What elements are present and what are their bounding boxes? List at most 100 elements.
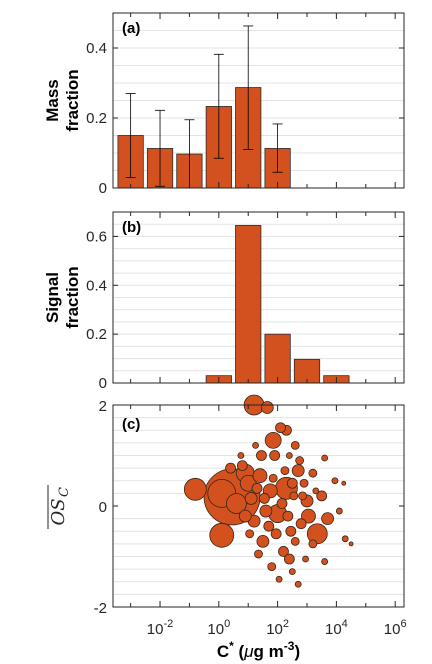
y-axis-title-main: OS <box>48 498 69 525</box>
x-tick-base: 10 <box>147 621 164 638</box>
bar <box>264 333 291 384</box>
scatter-point <box>301 508 316 524</box>
x-tick-base: 10 <box>266 621 283 638</box>
scatter-point <box>270 528 282 540</box>
scatter-point <box>308 539 318 549</box>
x-tick-base: 10 <box>207 621 224 638</box>
scatter-point <box>288 568 296 576</box>
scatter-point <box>291 464 305 478</box>
y-axis-title: Massfraction <box>43 69 82 131</box>
x-tick-base: 10 <box>384 621 401 638</box>
y-axis-title-line: Signal <box>43 272 62 323</box>
scatter-point <box>321 512 334 526</box>
scatter-point <box>245 529 255 539</box>
panel-label: (a) <box>122 20 140 37</box>
scatter-point <box>263 520 275 532</box>
x-tick-exponent: 2 <box>283 618 289 630</box>
scatter-point <box>254 549 263 559</box>
scatter-point <box>226 493 247 514</box>
scatter-point <box>306 523 328 545</box>
scatter-point <box>225 462 236 474</box>
scatter-point <box>258 493 270 504</box>
scatter-point <box>290 536 300 546</box>
scatter-point <box>267 562 277 571</box>
scatter-point <box>285 525 297 537</box>
scatter-point <box>237 452 245 459</box>
scatter-point <box>244 492 258 505</box>
scatter-point <box>256 450 267 461</box>
scatter-point <box>348 541 354 547</box>
y-tick-label: 0 <box>99 375 107 392</box>
y-axis-title-sub: C <box>57 487 72 497</box>
panel-label: (b) <box>122 219 141 236</box>
x-tick-exponent: 4 <box>342 618 348 630</box>
scatter-point <box>280 466 290 476</box>
y-tick-label: 0.6 <box>86 228 107 245</box>
scatter-point <box>269 450 281 461</box>
scatter-point <box>312 487 320 495</box>
scatter-point <box>295 456 305 465</box>
scatter-point <box>256 534 270 548</box>
y-tick-label: 0.2 <box>86 110 107 127</box>
y-axis-title: Signalfraction <box>43 266 82 328</box>
scatter-point <box>335 507 343 515</box>
scatter-point <box>294 580 302 588</box>
scatter-point <box>331 477 339 485</box>
x-axis-title-units-open: ( <box>234 642 245 661</box>
panel-signal-fraction: 0 0.2 0.4 0.6 (b) Signalfraction <box>43 211 405 392</box>
scatter-point <box>236 460 248 472</box>
x-tick-label: 10-2 <box>147 618 173 638</box>
scatter-point <box>321 558 329 565</box>
x-tick-label: 106 <box>384 618 407 638</box>
x-axis-title-units-sup: -3 <box>284 639 295 653</box>
x-axis-title-sup: * <box>229 639 234 653</box>
x-tick-label: 100 <box>207 618 230 638</box>
x-tick-exponent: 6 <box>400 618 406 630</box>
scatter-point <box>295 518 307 530</box>
x-tick-exponent: -2 <box>163 618 173 630</box>
scatter-point <box>252 468 268 484</box>
scatter-point <box>341 480 347 486</box>
scatter-point <box>264 431 282 449</box>
scatter-point <box>259 504 273 518</box>
scatter-point <box>341 535 349 543</box>
x-tick-exponent: 0 <box>224 618 230 630</box>
scatter-point <box>302 555 309 563</box>
scatter-point <box>252 441 259 449</box>
scatter-point <box>285 452 293 459</box>
scatter-point <box>251 482 263 494</box>
scatter-point <box>299 478 309 488</box>
scatter-point <box>286 477 298 489</box>
scatter-point <box>283 553 295 565</box>
bar <box>235 225 262 384</box>
x-axis-title: C* (μg m-3) <box>217 639 300 661</box>
y-axis-title-line: fraction <box>63 69 82 131</box>
axes-frame <box>112 12 405 189</box>
x-axis-title-units-close: ) <box>294 642 300 661</box>
scatter-point <box>278 546 289 557</box>
scatter-point <box>275 575 283 583</box>
scatter-point <box>275 422 286 434</box>
x-tick-base: 10 <box>325 621 342 638</box>
y-axis-title-line: Mass <box>43 79 62 122</box>
scatter-point <box>321 454 329 462</box>
y-tick-label: -2 <box>94 600 107 617</box>
y-tick-label: 0 <box>99 180 107 197</box>
scatter-point <box>290 440 300 450</box>
scatter-point <box>308 468 318 478</box>
scatter-point <box>298 491 307 501</box>
y-tick-label: 0.4 <box>86 40 107 57</box>
y-axis-title-line: fraction <box>63 266 82 328</box>
y-tick-label: 0 <box>99 499 107 516</box>
x-axis-title-units-mid: g m <box>254 642 284 661</box>
y-tick-label: 2 <box>99 398 107 415</box>
axes-frame <box>112 211 405 384</box>
scatter-point <box>260 401 274 414</box>
x-tick-label: 102 <box>266 618 289 638</box>
scatter-point <box>238 509 252 523</box>
y-tick-label: 0.2 <box>86 326 107 343</box>
scatter-point <box>268 473 278 483</box>
panel-label: (c) <box>122 416 140 433</box>
